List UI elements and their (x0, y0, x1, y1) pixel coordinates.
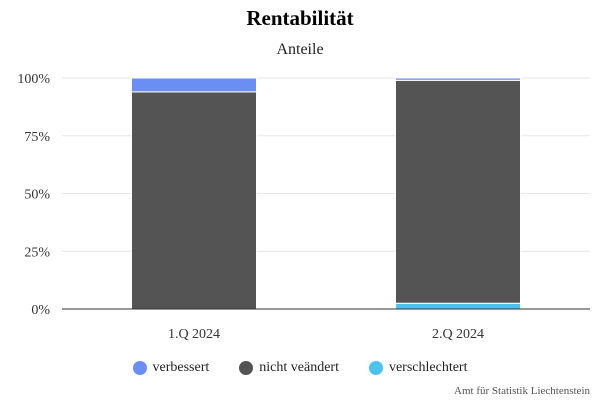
y-tick-label: 50% (24, 188, 50, 203)
bar-segment (395, 302, 521, 310)
legend-swatch-nicht-veandert (239, 361, 254, 375)
x-tick-label: 2.Q 2024 (432, 327, 484, 342)
legend-item-verbessert[interactable]: verbessert (132, 360, 210, 376)
y-tick-label: 75% (24, 130, 50, 145)
bar-segment (131, 91, 257, 310)
legend-label-verschlechtert: verschlechtert (388, 360, 468, 375)
chart-legend: verbessert nicht veändert verschlechtert (0, 360, 600, 376)
x-tick-label: 1.Q 2024 (168, 327, 220, 342)
bar-segment (395, 77, 521, 81)
legend-label-nicht-veandert: nicht veändert (259, 360, 339, 375)
source-credit[interactable]: Amt für Statistik Liechtenstein (454, 385, 590, 397)
bar-segment (131, 77, 257, 93)
chart-title: Rentabilität (246, 6, 354, 30)
legend-item-verschlechtert[interactable]: verschlechtert (368, 360, 468, 376)
legend-label-verbessert: verbessert (152, 360, 210, 375)
bar-segment (395, 79, 521, 304)
y-tick-label: 0% (31, 303, 50, 318)
y-tick-label: 100% (17, 72, 50, 87)
y-tick-label: 25% (24, 245, 50, 260)
legend-swatch-verschlechtert (368, 361, 383, 375)
legend-swatch-verbessert (132, 361, 147, 375)
legend-item-nicht-veandert[interactable]: nicht veändert (239, 360, 339, 376)
chart-subtitle: Anteile (276, 41, 324, 58)
